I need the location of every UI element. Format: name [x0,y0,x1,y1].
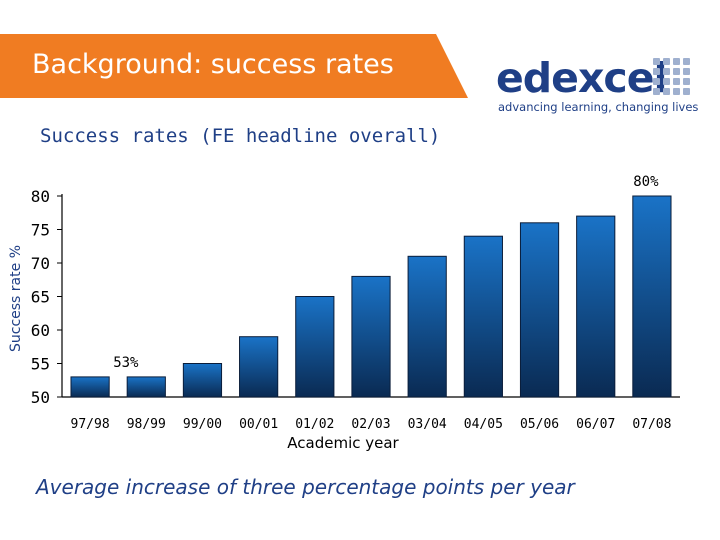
y-tick-label: 50 [31,388,50,407]
data-label: 80% [633,174,659,190]
annotations-group: 53% 80% [113,174,659,371]
bar-99-00 [182,363,223,398]
header-banner: Background: success rates edexcel advanc… [0,34,720,114]
y-axis-label: Success rate % [8,245,24,352]
y-axis: 50 55 60 65 70 75 80 [31,187,63,407]
bar-02-03 [351,275,391,398]
x-axis: 97/98 98/99 99/00 00/01 01/02 02/03 03/04 04/05… [62,396,680,432]
x-tick-label: 00/01 [239,417,278,432]
y-tick-label: 55 [31,355,50,374]
logo-wordmark: edexcel [496,54,668,102]
chart-subtitle: Success rates (FE headline overall) [40,125,441,147]
x-tick-label: 04/05 [464,417,503,432]
y-tick-label: 70 [31,254,50,273]
x-tick-label: 02/03 [351,417,390,432]
x-tick-label: 97/98 [71,417,110,432]
bar-03-04 [407,255,447,398]
y-tick-label: 80 [31,187,50,206]
bar-00-01 [239,336,279,398]
logo-tagline: advancing learning, changing lives [498,100,699,114]
bar-98-99 [126,376,166,398]
bar-04-05 [463,235,503,398]
footer-note: Average increase of three percentage poi… [36,475,575,499]
bars-group [70,195,672,398]
x-tick-label: 05/06 [520,417,559,432]
x-axis-label: Academic year [287,434,399,452]
x-tick-label: 07/08 [632,417,671,432]
bar-chart: 50 55 60 65 70 75 80 97/98 98/99 99/00 00/01 01/02… [8,174,680,452]
bar-07-08 [632,195,672,398]
bar-06-07 [576,215,616,398]
x-tick-label: 98/99 [127,417,166,432]
banner-background [0,34,468,98]
bar-05-06 [519,222,560,398]
banner-orange-band [0,34,468,98]
bar-01-02 [295,296,335,398]
page-title: Background: success rates [32,49,394,80]
x-tick-label: 03/04 [408,417,447,432]
y-tick-label: 75 [31,221,50,240]
grid-squares-icon [653,58,693,98]
x-tick-label: 06/07 [576,417,615,432]
y-tick-label: 60 [31,321,50,340]
x-tick-label: 01/02 [295,417,334,432]
bar-97-98 [70,376,110,398]
y-tick-label: 65 [31,288,50,307]
x-tick-label: 99/00 [183,417,222,432]
data-label: 53% [113,355,139,371]
